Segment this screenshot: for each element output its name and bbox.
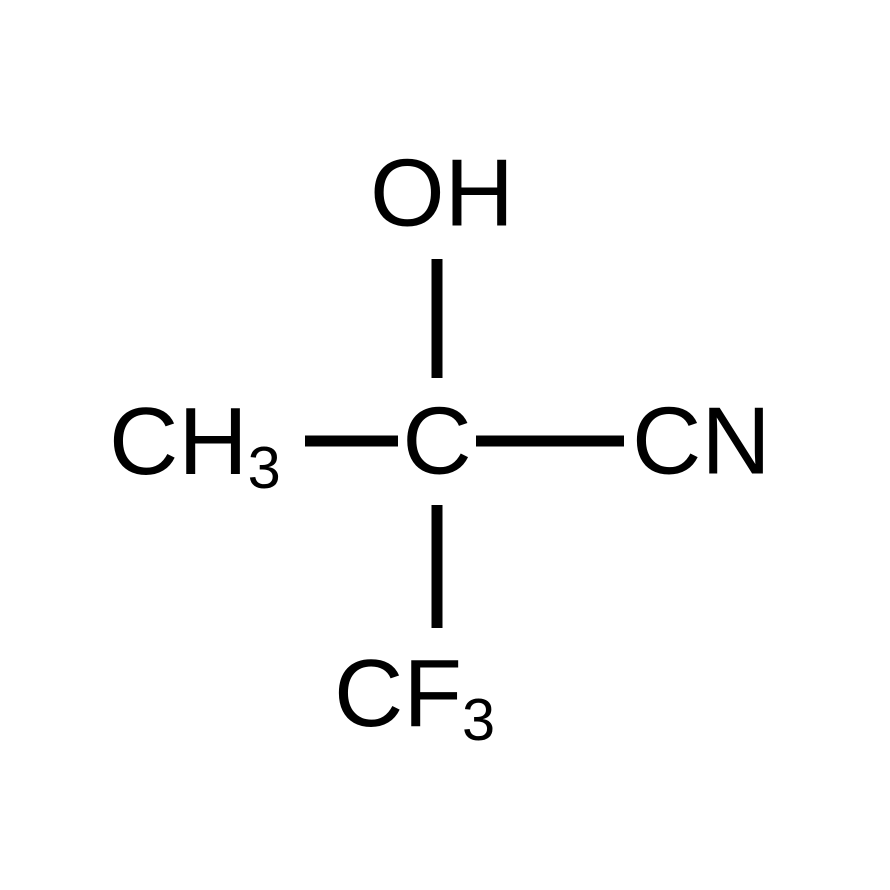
atom-cf3-main: CF xyxy=(334,640,462,747)
atom-ch3-main: CH xyxy=(109,388,248,495)
atom-oh: OH xyxy=(370,140,514,247)
molecule-diagram: C OH CH3 CN CF3 xyxy=(0,0,890,890)
atom-cf3: CF3 xyxy=(334,640,495,753)
atom-cf3-sub: 3 xyxy=(462,686,495,753)
atoms-group: C OH CH3 CN CF3 xyxy=(109,140,771,753)
atom-center-c: C xyxy=(402,388,471,495)
atom-ch3: CH3 xyxy=(109,388,281,501)
atom-ch3-sub: 3 xyxy=(248,434,281,501)
atom-cn: CN xyxy=(632,388,771,495)
